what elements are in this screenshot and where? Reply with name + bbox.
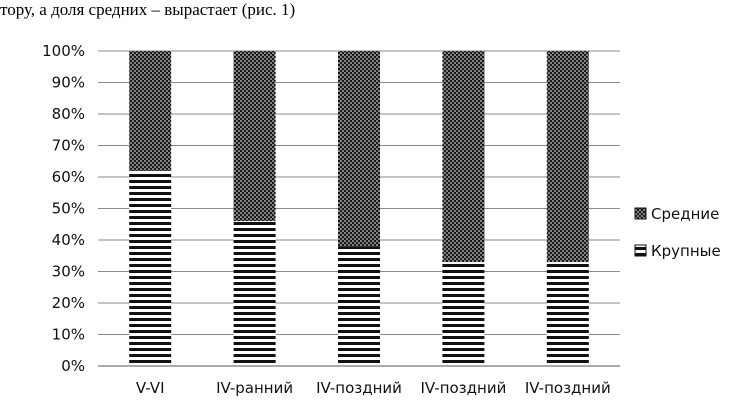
legend: Средние Крупные bbox=[634, 205, 721, 260]
bar-segment-krupnye bbox=[129, 170, 172, 366]
caption-text: тору, а доля средних – вырастает (рис. 1… bbox=[0, 0, 296, 19]
bar-segment-krupnye bbox=[233, 221, 276, 366]
bar-segment-krupnye bbox=[442, 262, 485, 366]
legend-label-srednie: Средние bbox=[651, 205, 719, 223]
y-tick-label: 70% bbox=[52, 137, 85, 155]
bar-segment-srednie bbox=[129, 51, 172, 171]
bar-segment-srednie bbox=[442, 51, 485, 263]
bar-segment-srednie bbox=[546, 51, 589, 263]
y-tick-label: 30% bbox=[52, 263, 85, 281]
y-tick-label: 90% bbox=[52, 74, 85, 92]
legend-swatch-srednie bbox=[634, 207, 647, 220]
bar-layer bbox=[129, 51, 589, 366]
y-tick-label: 50% bbox=[52, 200, 85, 218]
legend-swatch-krupnye bbox=[634, 244, 647, 257]
y-tick-label: 20% bbox=[52, 294, 85, 312]
x-tick-label: IV-поздний bbox=[316, 379, 402, 397]
x-tick-label: IV-поздний bbox=[420, 379, 506, 397]
bar-segment-krupnye bbox=[546, 262, 589, 366]
bar-segment-srednie bbox=[338, 51, 380, 247]
y-tick-label: 10% bbox=[52, 326, 85, 344]
bar-segment-srednie bbox=[233, 51, 276, 222]
axis-layer: 0% 10% 20% 30% 40% 50% 60% 70% 80% 90% 100% V-VI IV-… bbox=[42, 42, 620, 397]
y-tick-label: 40% bbox=[52, 231, 85, 249]
x-tick-label: IV-поздний bbox=[525, 379, 611, 397]
x-tick-label: IV-ранний bbox=[216, 379, 293, 397]
legend-label-krupnye: Крупные bbox=[651, 242, 721, 260]
y-tick-label: 80% bbox=[52, 105, 85, 123]
bar-segment-krupnye bbox=[338, 246, 380, 366]
y-tick-label: 60% bbox=[52, 168, 85, 186]
y-tick-label: 100% bbox=[42, 42, 85, 60]
y-tick-label: 0% bbox=[61, 357, 85, 375]
x-tick-label: V-VI bbox=[136, 379, 165, 397]
